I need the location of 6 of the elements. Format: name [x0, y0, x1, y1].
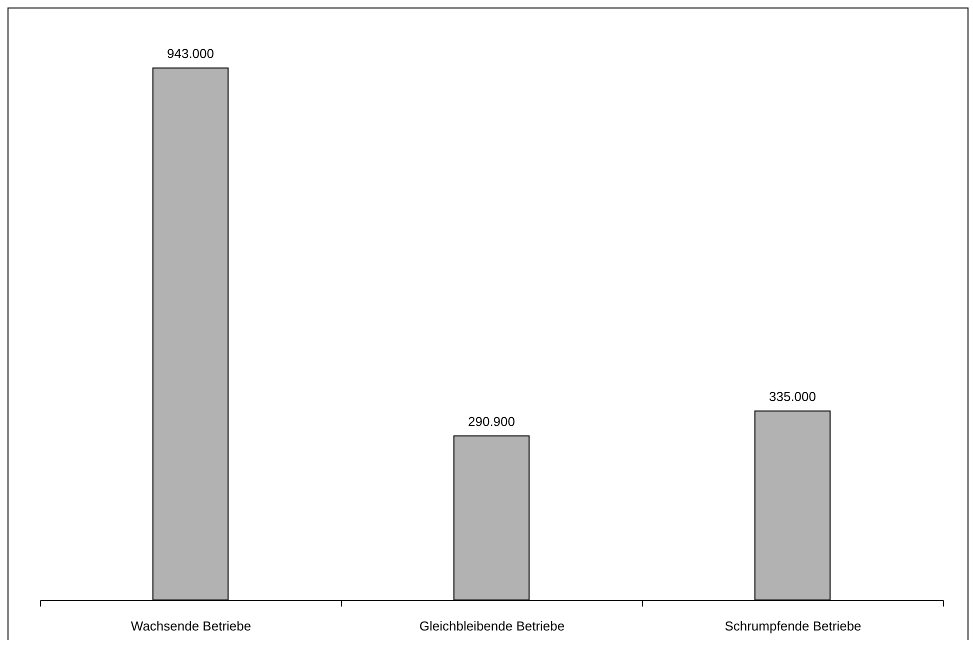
x-tick-label: Gleichbleibende Betriebe [419, 618, 565, 634]
x-tick-label: Wachsende Betriebe [130, 618, 252, 634]
x-tick-label: Schrumpfende Betriebe [724, 618, 862, 634]
data-label: 943.000 [167, 46, 214, 61]
data-label: 335.000 [769, 389, 816, 404]
data-label: 290.900 [468, 414, 515, 429]
